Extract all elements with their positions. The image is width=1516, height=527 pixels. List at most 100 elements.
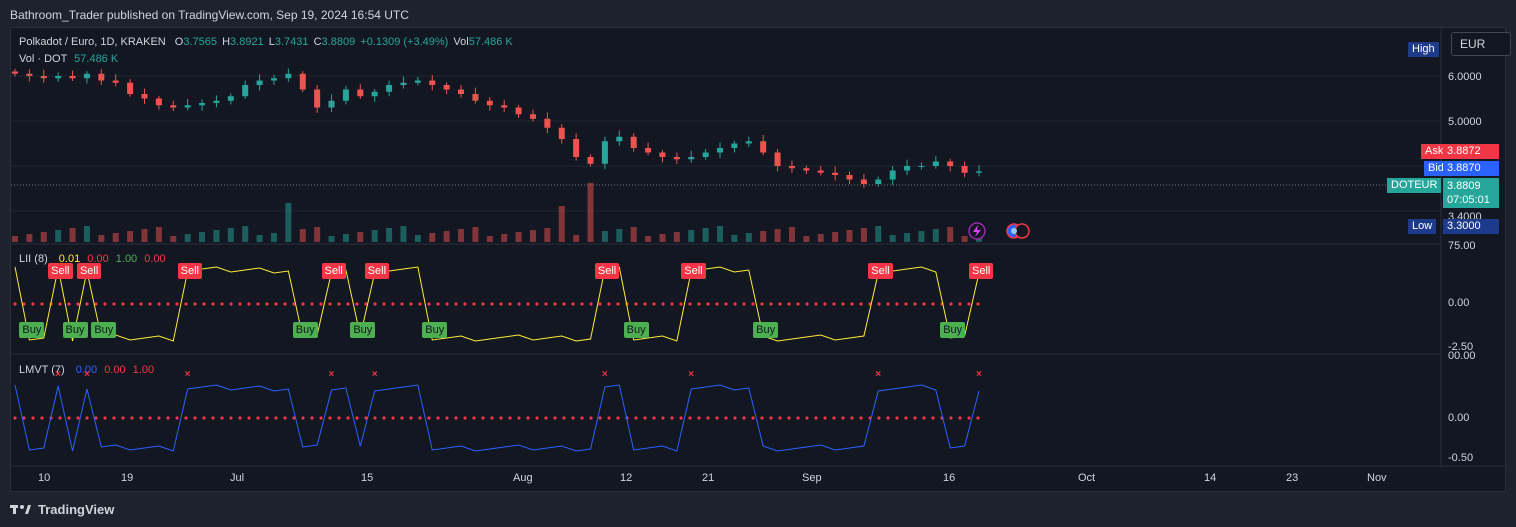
volume-bar <box>242 226 249 242</box>
time-tick: 10 <box>38 472 51 484</box>
symbol-title[interactable]: Polkadot / Euro, 1D, KRAKEN <box>19 36 166 48</box>
volume-bar <box>472 227 479 242</box>
lmvt-cross-marker: × <box>184 369 191 380</box>
close-label: C <box>313 36 322 48</box>
candle-body <box>69 76 76 79</box>
volume-bar <box>688 230 695 242</box>
zero-dot <box>553 302 557 306</box>
grid <box>11 75 1441 212</box>
candle-body <box>817 170 824 173</box>
last-price-box: 3.8809 07:05:01 <box>1443 178 1499 208</box>
candle-body <box>429 80 436 85</box>
zero-dot <box>958 416 962 420</box>
chart-canvas[interactable] <box>11 28 1507 493</box>
volume-bar <box>803 236 810 242</box>
zero-dot <box>148 302 152 306</box>
lmvt-cross-marker: × <box>688 369 695 380</box>
volume-bar <box>371 230 378 242</box>
lii-value-3: 1.00 <box>115 253 138 265</box>
zero-dot <box>256 302 260 306</box>
zero-dot <box>355 302 359 306</box>
candle-body <box>760 141 767 153</box>
volume-bar <box>788 227 795 242</box>
zero-dot <box>193 302 197 306</box>
candle-body <box>976 171 982 173</box>
lightning-icon[interactable] <box>968 222 986 240</box>
currency-button[interactable]: EUR <box>1451 32 1511 56</box>
low-label: L <box>268 36 275 48</box>
zero-dot <box>499 302 503 306</box>
candle-body <box>357 89 364 97</box>
zero-dot <box>922 416 926 420</box>
buy-signal: Buy <box>940 322 966 338</box>
volume-bar <box>386 228 393 242</box>
zero-dot <box>580 302 584 306</box>
time-tick: 14 <box>1204 472 1217 484</box>
candle-body <box>529 114 536 119</box>
zero-dot <box>292 416 296 420</box>
volume-bar <box>299 229 306 242</box>
tradingview-brand[interactable]: TradingView <box>38 501 115 517</box>
volume-legend[interactable]: Vol · DOT 57.486 K <box>19 52 118 66</box>
volume-bar <box>875 226 882 242</box>
lmvt-legend[interactable]: LMVT (7) 0.00 0.00 1.00 <box>19 363 154 377</box>
chart-frame[interactable]: Polkadot / Euro, 1D, KRAKEN O3.7565 H3.8… <box>10 27 1511 493</box>
zero-dot <box>31 416 35 420</box>
zero-dot <box>265 302 269 306</box>
lii-legend[interactable]: LII (8) 0.01 0.00 1.00 0.00 <box>19 252 166 266</box>
time-tick: 19 <box>121 472 134 484</box>
zero-dot <box>643 416 647 420</box>
candle-body <box>717 148 724 153</box>
volume-bar <box>731 235 738 242</box>
buy-signal: Buy <box>91 322 117 338</box>
zero-dot <box>238 302 242 306</box>
volume-bar <box>702 228 709 242</box>
zero-dot <box>544 416 548 420</box>
time-tick: 21 <box>702 472 715 484</box>
zero-dot <box>967 302 971 306</box>
lmvt-axis-tick: 0.00 <box>1448 412 1470 424</box>
volume-bar <box>40 232 47 242</box>
zero-dot <box>715 302 719 306</box>
sell-signal: Sell <box>48 263 73 279</box>
volume-bar <box>127 231 134 242</box>
zero-dot <box>292 302 296 306</box>
lii-axis-tick: 0.00 <box>1448 297 1470 309</box>
candle-body <box>587 157 594 164</box>
lmvt-zero-dots <box>13 416 980 420</box>
volume-bar <box>12 236 18 242</box>
zero-dot <box>103 302 107 306</box>
volume-title: Vol · DOT <box>19 53 68 65</box>
zero-dot <box>67 302 71 306</box>
zero-dot <box>823 302 827 306</box>
volume-bar <box>573 235 580 242</box>
zero-dot <box>328 416 332 420</box>
zero-dot <box>427 302 431 306</box>
zero-dot <box>283 302 287 306</box>
zero-dot <box>274 416 278 420</box>
price-tick: 5.0000 <box>1448 116 1482 128</box>
zero-dot <box>229 302 233 306</box>
zero-dot <box>904 416 908 420</box>
zero-dot <box>616 302 620 306</box>
zero-dot <box>859 416 863 420</box>
volume-bar <box>155 227 162 242</box>
time-tick: 12 <box>620 472 633 484</box>
buy-signal: Buy <box>753 322 779 338</box>
zero-dot <box>490 302 494 306</box>
zero-dot <box>931 416 935 420</box>
zero-dot <box>562 416 566 420</box>
zero-dot <box>85 302 89 306</box>
candle-body <box>414 80 421 83</box>
change-value: +0.1309 (+3.49%) <box>360 36 449 48</box>
zero-dot <box>805 416 809 420</box>
lii-value-4: 0.00 <box>144 253 166 265</box>
volume-bar <box>860 228 867 242</box>
candle-body <box>242 85 249 97</box>
zero-dot <box>481 302 485 306</box>
dividend-icon[interactable] <box>1006 223 1030 239</box>
zero-dot <box>571 302 575 306</box>
lmvt-title: LMVT (7) <box>19 364 65 376</box>
candle-body <box>544 118 551 128</box>
candle-body <box>400 82 407 85</box>
